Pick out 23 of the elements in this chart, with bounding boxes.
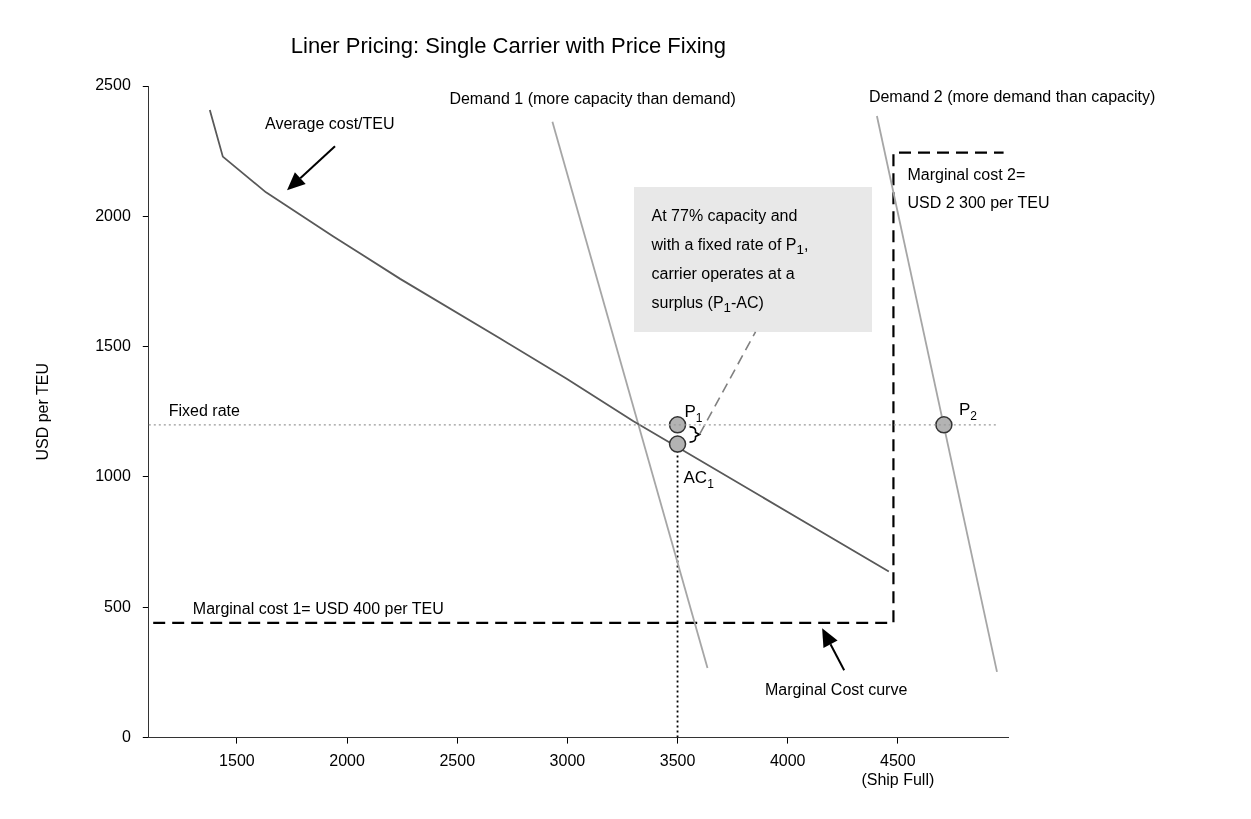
annotation: At 77% capacity and with a fixed rate of P$_{1}$, carrier operates at a surplus (P$_{1}$-AC) bbox=[651, 205, 809, 317]
y-tick-label: 2500 bbox=[95, 76, 131, 94]
y-tick-label: 1500 bbox=[95, 337, 131, 355]
y-axis-title: USD per TEU bbox=[34, 363, 52, 461]
x-tick-label: 2500 bbox=[439, 751, 476, 769]
x-tick-label: 1500 bbox=[219, 751, 255, 769]
annotation: Marginal cost 2= USD 2 300 per TEU bbox=[907, 165, 1050, 211]
annotation: Marginal cost 1= USD 400 per TEU bbox=[192, 599, 444, 617]
y-tick-label: 500 bbox=[104, 597, 131, 615]
y-tick-label: 2000 bbox=[95, 206, 131, 224]
annotation: Marginal Cost curve bbox=[765, 681, 908, 699]
chart-title: Liner Pricing: Single Carrier with Price Fixing bbox=[290, 33, 727, 58]
x-tick-label: 3000 bbox=[549, 751, 586, 769]
x-tick-label: 4000 bbox=[769, 751, 806, 769]
y-tick-label: 0 bbox=[121, 728, 131, 746]
x-tick-label: 3500 bbox=[659, 751, 696, 769]
y-tick-label: 1000 bbox=[95, 467, 131, 485]
ref-line-label: Fixed rate bbox=[168, 401, 241, 419]
x-tick-label: 2000 bbox=[329, 751, 365, 769]
series-label: Demand 2 (more demand than capacity) bbox=[868, 87, 1156, 105]
text: Demand 1 (more capacity than demand) bbox=[449, 89, 736, 107]
text: Average cost/TEU bbox=[265, 115, 395, 133]
x-tick-label: 4500 (Ship Full) bbox=[861, 751, 935, 788]
